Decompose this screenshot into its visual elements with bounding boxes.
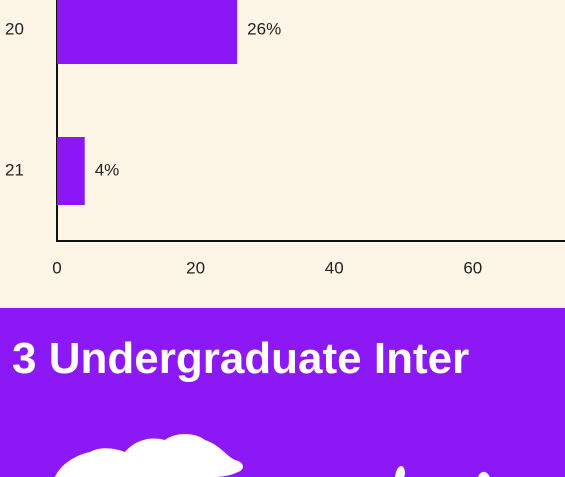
banner-title: 3 Undergraduate Inter: [12, 334, 469, 383]
plot: 0 20 40 60 26% 20 4% 21: [5, 0, 565, 277]
bar: [57, 137, 85, 205]
y-tick-label: 21: [5, 160, 24, 179]
map-shape: [395, 466, 490, 477]
bar: [57, 0, 238, 64]
x-tick-label: 20: [186, 258, 205, 277]
y-tick-label: 20: [5, 19, 24, 38]
x-tick-label: 0: [52, 258, 61, 277]
x-tick-label: 40: [325, 258, 344, 277]
map-shape: [55, 434, 243, 477]
bar-value-label: 4%: [95, 160, 120, 179]
banner-background: [0, 308, 565, 477]
x-tick-label: 60: [463, 258, 482, 277]
bar-value-label: 26%: [247, 19, 281, 38]
